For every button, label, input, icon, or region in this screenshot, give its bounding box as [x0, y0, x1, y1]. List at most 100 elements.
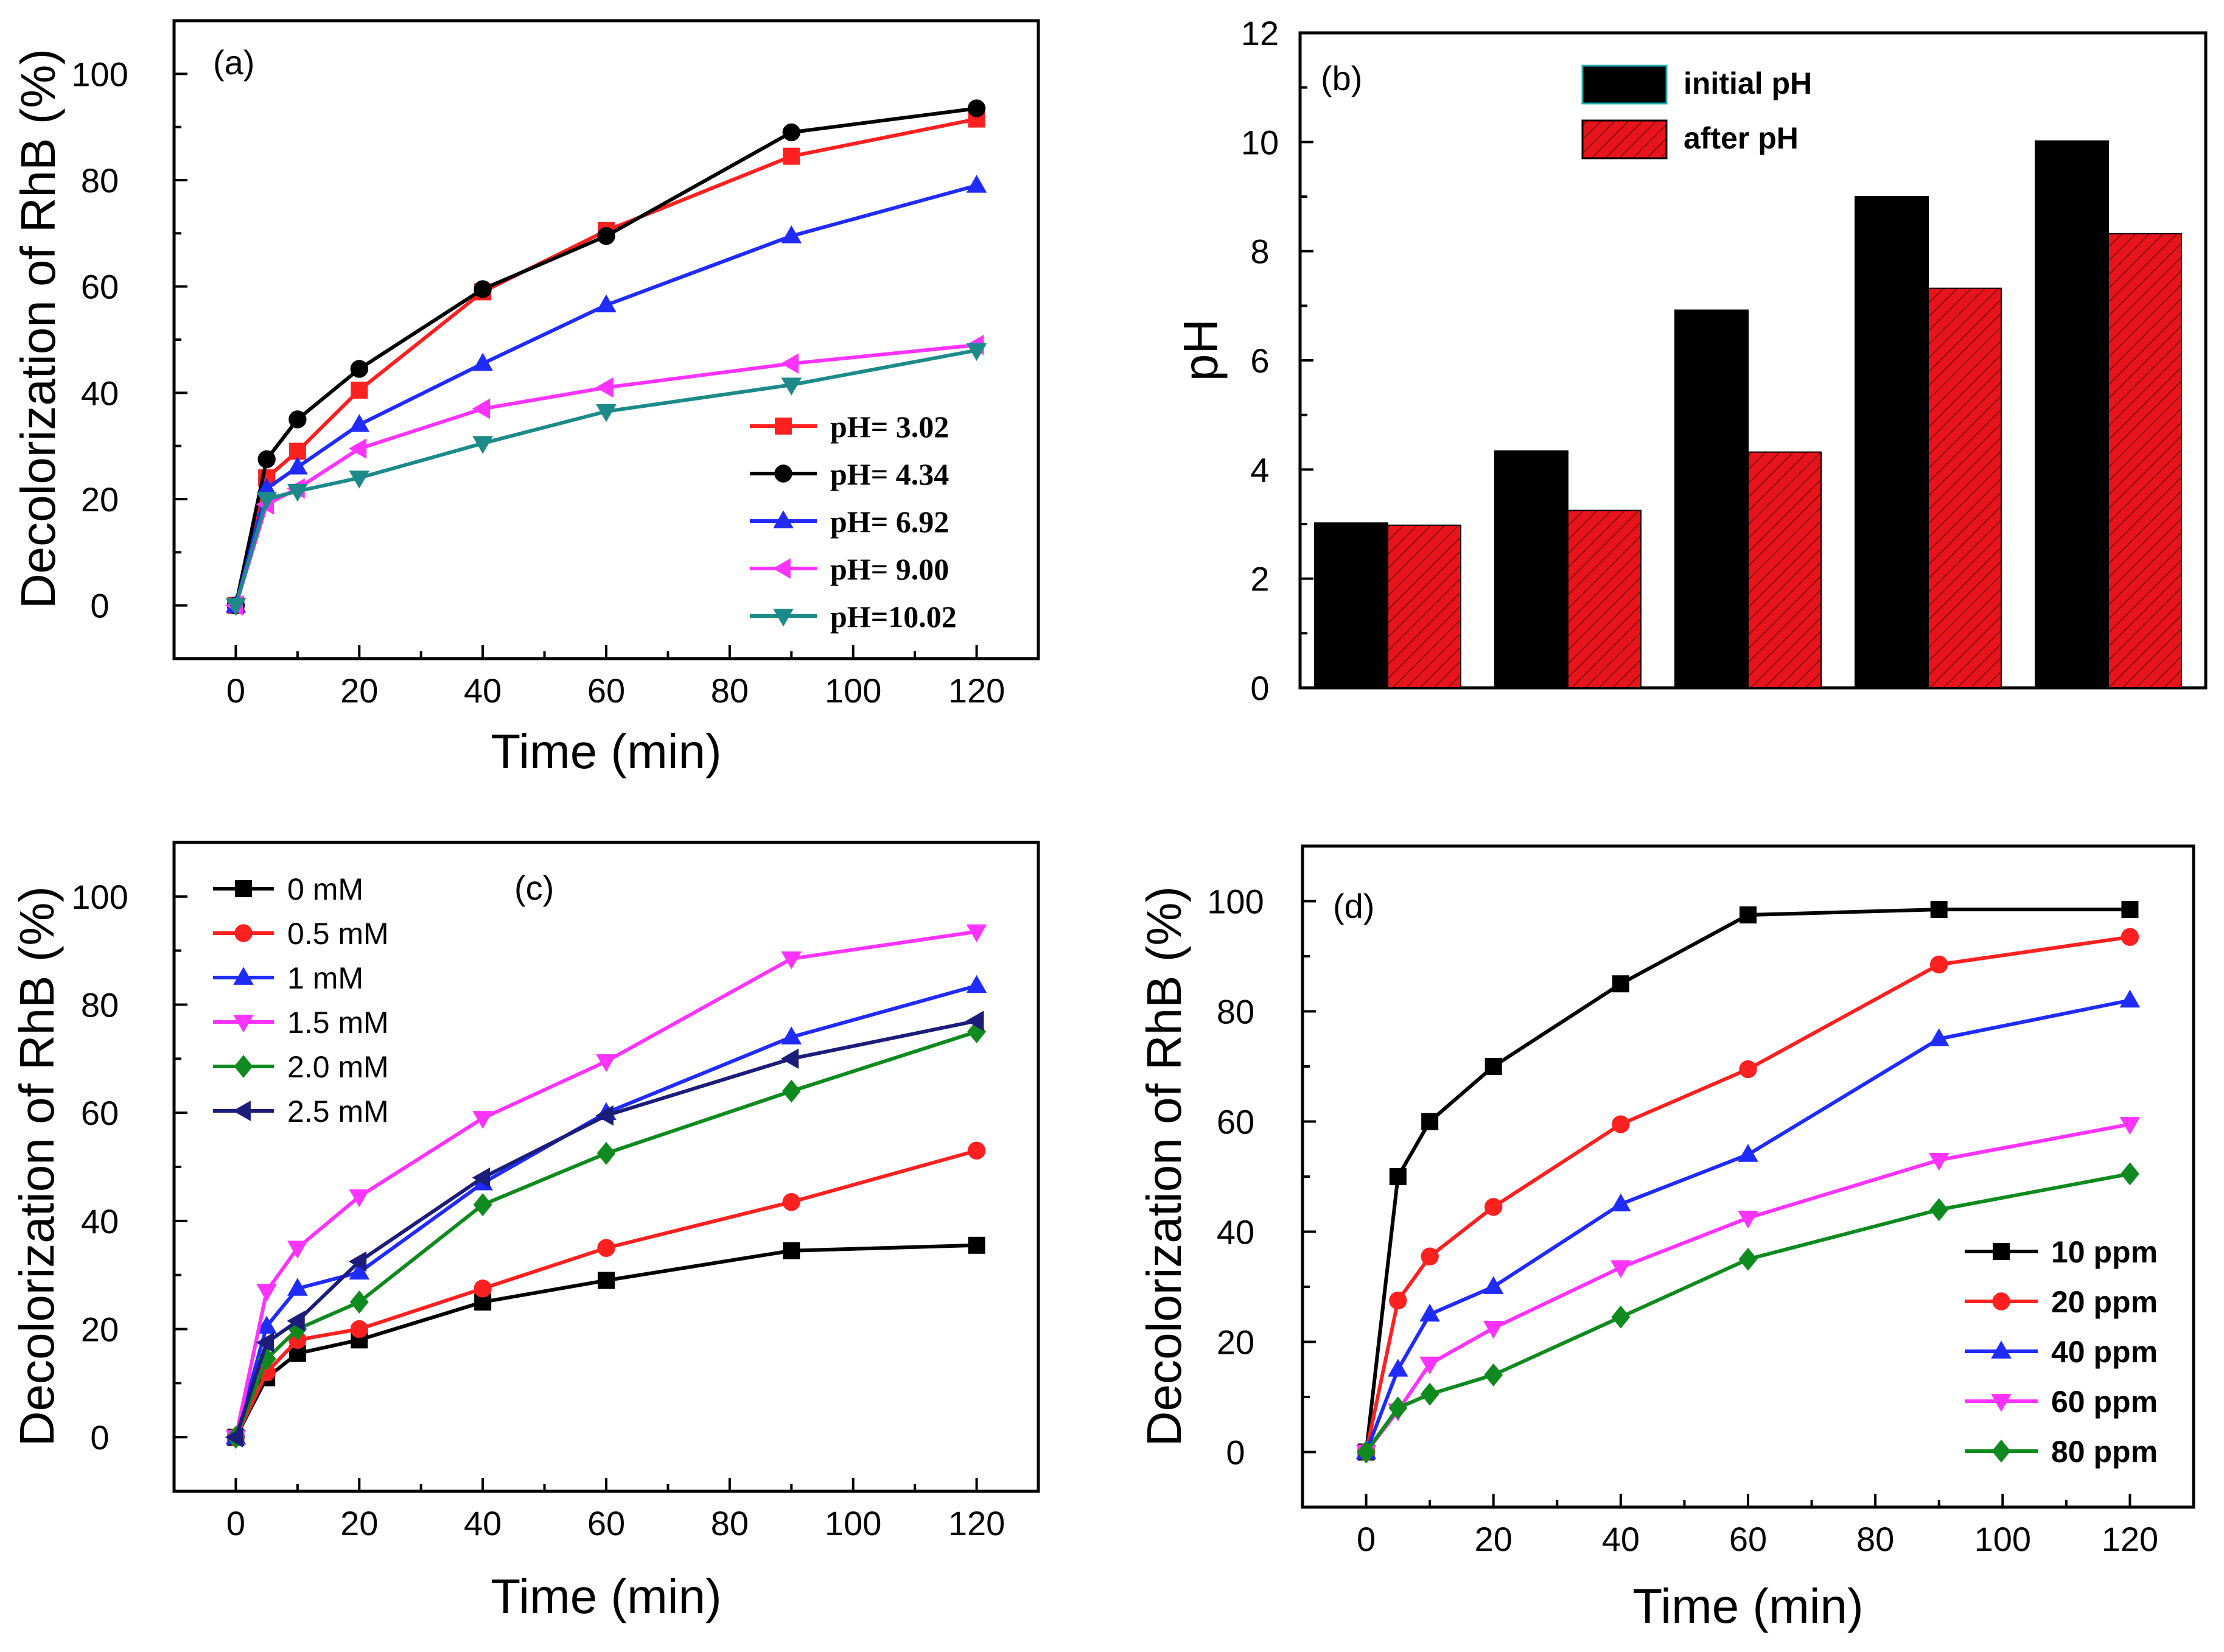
- bar: [1567, 509, 1642, 688]
- data-point: [287, 1311, 305, 1331]
- data-point: [1389, 1291, 1407, 1310]
- legend-label: 0.5 mM: [287, 917, 389, 951]
- data-point: [597, 1239, 615, 1257]
- data-point: [2119, 989, 2141, 1008]
- y-tick-label: 2: [1250, 560, 1269, 598]
- x-axis-title: Time (min): [491, 1569, 721, 1623]
- bar: [1747, 451, 1822, 688]
- data-point: [225, 598, 247, 617]
- x-tick-label: 60: [587, 671, 625, 710]
- series-line: [234, 984, 977, 1438]
- data-point: [1484, 1363, 1503, 1387]
- data-point: [287, 1241, 308, 1259]
- x-tick-label: 120: [2102, 1520, 2158, 1558]
- legend-marker: [773, 609, 794, 627]
- y-axis-title: Decolorization of RhB (%): [10, 886, 64, 1446]
- panel-label: (d): [1333, 887, 1374, 925]
- legend-label: 10 ppm: [2051, 1235, 2158, 1269]
- legend: 10 ppm 20 ppm 40 ppm 60 ppm 80 ppm: [1965, 1235, 2158, 1469]
- y-tick-label: 60: [81, 268, 119, 306]
- x-tick-label: 60: [587, 1504, 625, 1542]
- data-point: [1421, 1113, 1439, 1130]
- y-tick-label: 60: [81, 1094, 119, 1132]
- data-point: [967, 1141, 986, 1160]
- data-point: [1738, 1210, 1758, 1229]
- data-point: [966, 175, 987, 193]
- data-point: [288, 410, 307, 429]
- y-tick-label: 4: [1250, 450, 1269, 489]
- bar: [1928, 287, 2002, 688]
- legend-marker: [1993, 1243, 2010, 1260]
- y-tick-label: 0: [90, 1418, 109, 1457]
- data-point: [780, 1048, 799, 1069]
- data-point: [349, 471, 370, 489]
- y-tick-label: 40: [1217, 1213, 1254, 1251]
- data-point: [780, 353, 799, 374]
- data-point: [597, 227, 615, 245]
- data-point: [349, 414, 370, 432]
- data-point: [967, 1020, 986, 1043]
- data-point: [966, 975, 987, 993]
- data-point: [1738, 1247, 1758, 1271]
- x-tick-label: 120: [948, 671, 1005, 710]
- data-point: [1483, 1276, 1504, 1294]
- x-tick-label: 80: [711, 1504, 749, 1542]
- x-tick-label: 0: [226, 671, 245, 710]
- y-tick-label: 0: [90, 587, 109, 625]
- legend-marker: [234, 1055, 253, 1078]
- y-tick-label: 12: [1241, 14, 1279, 52]
- x-tick-label: 80: [1856, 1520, 1894, 1558]
- data-point: [968, 1236, 985, 1254]
- legend-marker: [773, 510, 794, 528]
- x-tick-label: 0: [1357, 1520, 1376, 1558]
- data-point: [1928, 1028, 1949, 1046]
- legend-label: initial pH: [1684, 66, 1812, 100]
- y-tick-label: 0: [1226, 1433, 1245, 1472]
- data-point: [1610, 1260, 1631, 1278]
- data-point: [1610, 1193, 1631, 1212]
- legend-marker: [1991, 1340, 2012, 1359]
- bar: [1674, 309, 1749, 688]
- data-point: [350, 360, 368, 378]
- data-point: [349, 1290, 369, 1314]
- x-tick-label: 40: [464, 1504, 502, 1542]
- data-point: [782, 1193, 800, 1211]
- data-point: [596, 294, 617, 313]
- data-point: [781, 951, 802, 970]
- legend-marker: [233, 1015, 254, 1033]
- series-line: [1364, 998, 2131, 1453]
- data-point: [1419, 1356, 1440, 1375]
- legend-marker: [235, 880, 252, 897]
- y-tick-label: 40: [81, 1202, 119, 1241]
- x-tick-label: 40: [464, 671, 502, 710]
- bar: [1494, 450, 1568, 688]
- data-point: [287, 484, 308, 502]
- data-point: [472, 1167, 491, 1188]
- data-point: [257, 450, 276, 469]
- data-point: [256, 492, 277, 510]
- data-point: [1484, 1198, 1503, 1216]
- data-point: [1738, 1144, 1758, 1162]
- y-tick-label: 20: [81, 1311, 119, 1349]
- legend-label: pH=10.02: [830, 600, 957, 634]
- data-point: [2121, 928, 2139, 947]
- data-point: [1930, 955, 1948, 974]
- legend-label: 80 ppm: [2051, 1435, 2158, 1469]
- data-point: [1928, 1152, 1949, 1171]
- data-point: [225, 1427, 243, 1447]
- panel-b-ph-bar-chart: 0 2 4 6 8 10 12 pH (b) initial pH after pH: [1173, 14, 2208, 707]
- data-point: [472, 398, 491, 419]
- data-point: [1611, 1305, 1631, 1329]
- x-tick-label: 20: [1475, 1520, 1512, 1558]
- data-point: [474, 280, 492, 298]
- legend-label: 1.5 mM: [287, 1006, 389, 1040]
- legend-marker: [1992, 1292, 2010, 1311]
- data-point: [1612, 975, 1629, 993]
- data-point: [473, 1193, 492, 1217]
- legend-marker: [772, 558, 791, 579]
- data-point: [1389, 1168, 1407, 1185]
- legend-label: 20 ppm: [2051, 1285, 2158, 1319]
- data-point: [1484, 1058, 1502, 1075]
- bar: [1855, 196, 1929, 688]
- data-point: [256, 478, 277, 496]
